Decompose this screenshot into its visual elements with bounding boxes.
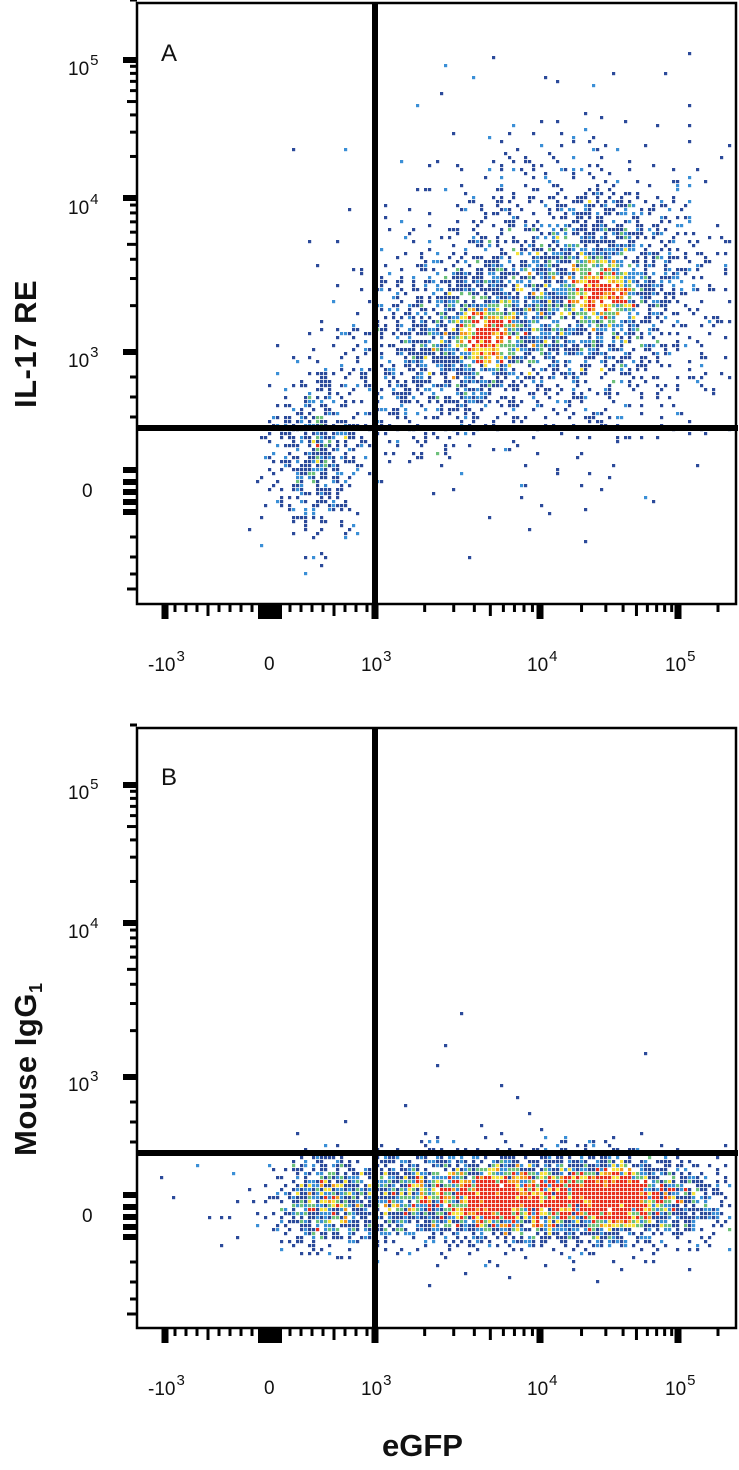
panel-a-y-tick-1e4: 104	[68, 191, 99, 219]
panel-a-y-axis-title: IL-17 RE	[8, 280, 44, 408]
panel-a-plot	[123, 0, 738, 619]
panel-b-y-axis-title-text: Mouse IgG	[8, 993, 43, 1156]
panel-b-frame	[135, 726, 738, 1330]
panel-a-y-axis-title-text: IL-17 RE	[8, 279, 43, 408]
panel-b-letter: B	[161, 764, 178, 791]
panel-b-x-tick-0: 0	[264, 1378, 275, 1399]
panel-b-y-tick-0: 0	[82, 1206, 93, 1227]
x-axis-title: eGFP	[382, 1428, 463, 1463]
panel-b-y-ticks	[123, 723, 137, 1316]
panel-b-x-tick-neg1e3: -103	[148, 1372, 185, 1400]
panel-b-y-axis-title: Mouse IgG1	[8, 983, 47, 1156]
panel-a-y-tick-1e5: 105	[68, 52, 99, 80]
panel-a-x-tick-0: 0	[264, 654, 275, 675]
panel-a-y-tick-1e3: 103	[68, 344, 99, 372]
panel-a-x-ticks	[161, 604, 720, 619]
panel-a-x-tick-1e3: 103	[361, 648, 392, 676]
panel-a-y-ticks	[123, 0, 137, 591]
panel-b-plot	[123, 723, 738, 1343]
panel-a-density-dots	[248, 52, 732, 576]
panel-b-x-tick-1e4: 104	[527, 1372, 558, 1400]
panel-b-x-tick-1e5: 105	[665, 1372, 696, 1400]
panel-b-x-tick-1e3: 103	[361, 1372, 392, 1400]
panel-b-x-ticks	[161, 1328, 720, 1343]
panel-b-y-tick-1e5: 105	[68, 776, 99, 804]
panel-b-y-tick-1e3: 103	[68, 1068, 99, 1096]
panel-b-density-dots	[160, 1012, 732, 1288]
panel-b-y-axis-title-subscript: 1	[26, 982, 46, 994]
panel-a-x-tick-1e4: 104	[527, 648, 558, 676]
panel-a-x-tick-1e5: 105	[665, 648, 696, 676]
panel-a-y-tick-0: 0	[82, 481, 93, 502]
panel-b-y-tick-1e4: 104	[68, 915, 99, 943]
panel-a-frame	[135, 1, 738, 606]
panel-a-x-tick-neg1e3: -103	[148, 648, 185, 676]
panel-a-letter: A	[161, 40, 178, 67]
